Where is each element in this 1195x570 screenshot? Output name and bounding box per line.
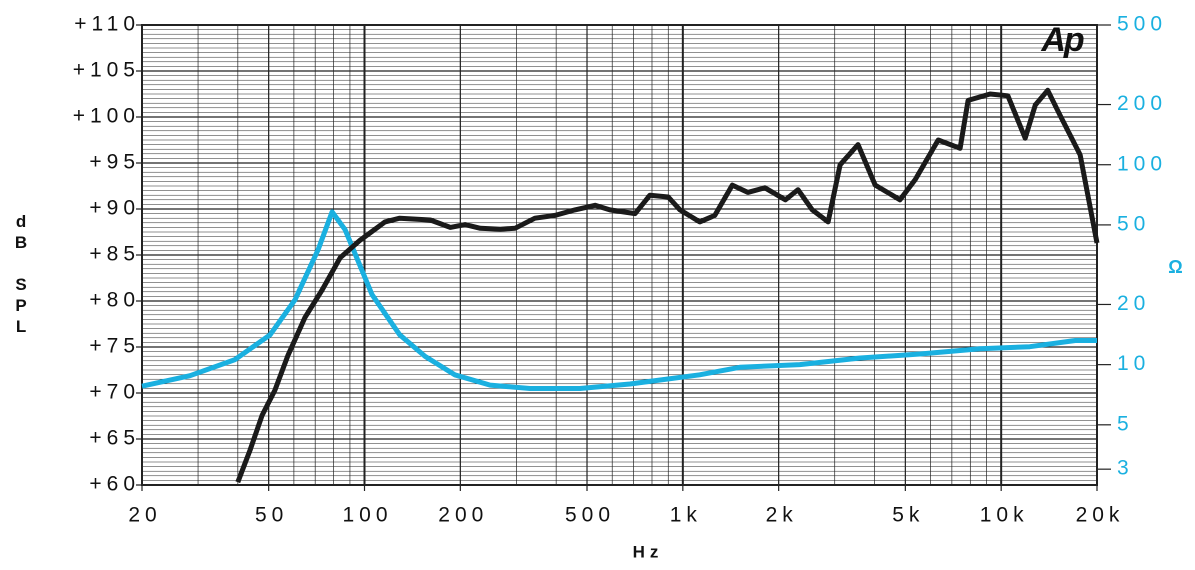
- y-tick-label: +80: [89, 289, 140, 312]
- x-tick-label: 50: [255, 504, 288, 527]
- series-line: [141, 209, 1097, 391]
- y2-tick-label: 20: [1117, 292, 1150, 315]
- x-tick-label: 200: [438, 504, 488, 527]
- y2-tick-label: 5: [1117, 412, 1134, 435]
- x-tick-label: 500: [565, 504, 615, 527]
- logo: Ap: [1040, 21, 1084, 59]
- y2-tick-label: 10: [1117, 352, 1150, 375]
- y2-tick-label: 200: [1117, 92, 1167, 115]
- y-tick-label: +65: [89, 427, 140, 450]
- series-line: [235, 87, 1100, 484]
- y-tick-label: +100: [73, 105, 140, 128]
- grid: [136, 24, 1111, 491]
- x-tick-label: 10k: [980, 504, 1029, 527]
- x-tick-label: 1k: [670, 504, 702, 527]
- y2-tick-label: 50: [1117, 212, 1150, 235]
- y-tick-label: +90: [89, 197, 140, 220]
- y2-tick-label: 100: [1117, 152, 1167, 175]
- y-tick-label: +105: [73, 59, 140, 82]
- plot-frame: [141, 24, 1098, 486]
- y2-tick-label: 500: [1117, 13, 1167, 36]
- y-tick-label: +85: [89, 243, 140, 266]
- x-axis-label: Hz: [633, 542, 664, 561]
- x-tick-label: 20: [128, 504, 161, 527]
- y-tick-label: +95: [89, 151, 140, 174]
- y2-tick-label: 3: [1117, 457, 1134, 480]
- y-tick-label: +110: [74, 13, 140, 36]
- x-tick-label: 2k: [766, 504, 798, 527]
- y-tick-label: +60: [89, 473, 140, 496]
- y-axis-label: dB SPL: [12, 212, 31, 338]
- y-tick-label: +75: [89, 335, 140, 358]
- y-tick-label: +70: [89, 381, 140, 404]
- x-tick-label: 5k: [892, 504, 924, 527]
- x-tick-label: 20k: [1076, 504, 1125, 527]
- x-tick-label: 100: [342, 504, 392, 527]
- y2-axis-label: Ω: [1168, 257, 1187, 277]
